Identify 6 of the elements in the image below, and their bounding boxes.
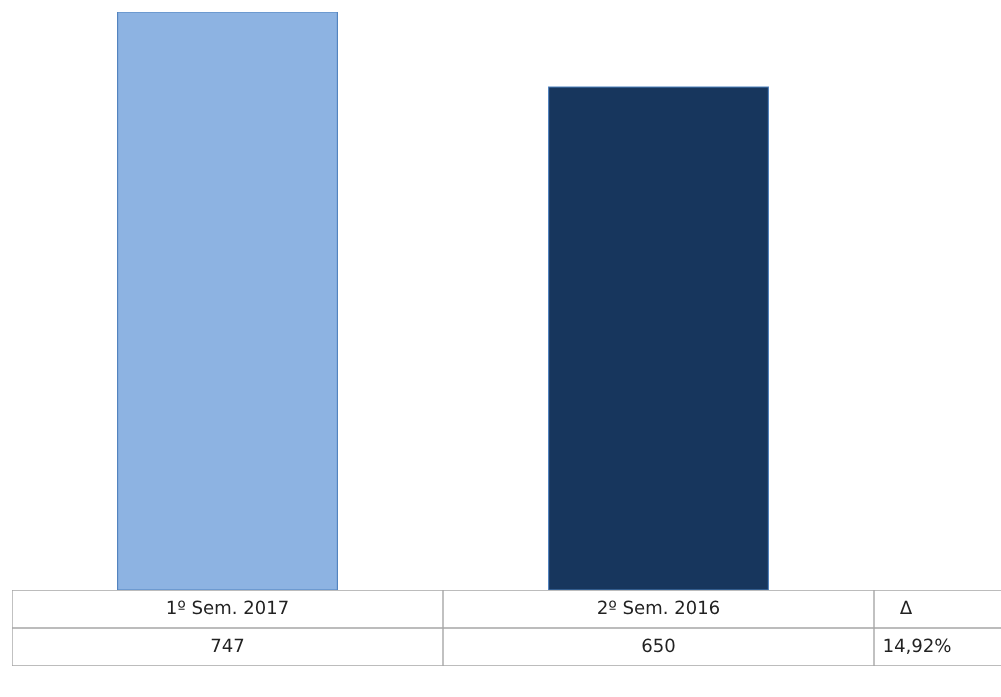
x-tick-label: 2º Sem. 2016	[598, 600, 720, 615]
data-label: 650	[642, 638, 675, 653]
text: Δ	[900, 600, 913, 614]
text: 14,92%	[884, 638, 951, 655]
x-tick-label: 1º Sem. 2017	[167, 600, 288, 615]
data-label: 747	[211, 638, 244, 652]
